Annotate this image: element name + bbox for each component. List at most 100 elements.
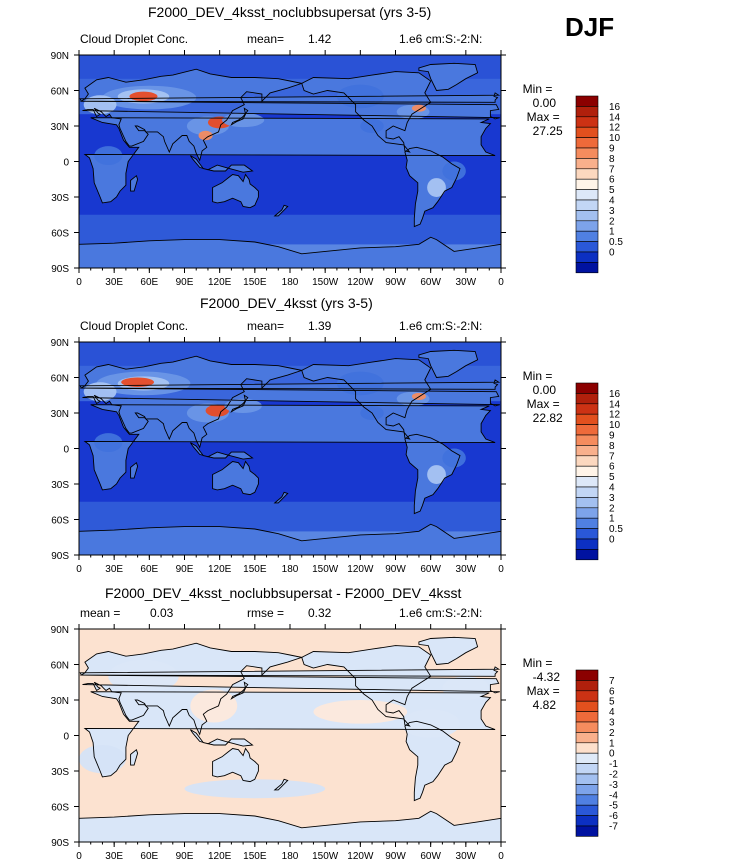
- colorbar-box: [575, 721, 599, 733]
- x-tick-label: 30W: [456, 564, 477, 575]
- colorbar-label: 3: [609, 206, 615, 217]
- panel2-min-value: 0.00: [532, 383, 557, 397]
- colorbar-label: 10: [609, 420, 621, 431]
- colorbar-box: [575, 752, 599, 764]
- panel3-mean-label: mean =: [80, 606, 121, 620]
- panel1-mean-value: 1.42: [308, 32, 332, 46]
- x-tick-label: 120E: [208, 277, 232, 288]
- y-tick-label: 30N: [51, 409, 69, 420]
- land-fill-australia: [212, 174, 259, 208]
- colorbar-label: 3: [609, 493, 615, 504]
- y-tick-label: 60S: [51, 803, 69, 814]
- colorbar-label: 2: [609, 216, 615, 227]
- x-tick-label: 120W: [347, 277, 374, 288]
- coastline-australia: [212, 173, 259, 209]
- colorbar-box: [575, 147, 599, 159]
- y-tick-label: 90N: [51, 338, 69, 349]
- coastline-uk: [79, 379, 501, 390]
- colorbar-label: 5: [609, 185, 615, 196]
- colorbar-box: [575, 700, 599, 712]
- colorbar-box: [575, 680, 599, 692]
- y-tick-label: 90S: [51, 264, 69, 275]
- colorbar-label: 2: [609, 503, 615, 514]
- panel1-minmax: Min = 0.00 Max = 27.25: [516, 68, 563, 138]
- x-tick-label: 90E: [176, 851, 194, 862]
- land-fill-australia: [212, 748, 259, 782]
- panel1-units-label: 1.e6 cm:S:-2:N:: [399, 32, 483, 46]
- coastline-japan: [230, 107, 249, 126]
- colorbar-label: 8: [609, 154, 615, 165]
- field-blob: [79, 744, 126, 774]
- colorbar-label: 16: [609, 389, 621, 400]
- colorbar-box: [575, 168, 599, 180]
- land-fill-antarctica: [79, 237, 501, 268]
- map-field-2: [79, 342, 501, 555]
- colorbar-label: 1: [609, 227, 615, 238]
- colorbar-box: [575, 199, 599, 211]
- panel1-min-value: 0.00: [532, 96, 557, 110]
- colorbar-label: -3: [609, 780, 618, 791]
- colorbar-box: [575, 455, 599, 467]
- coastline-indonesia: [190, 729, 254, 747]
- x-tick-label: 30E: [105, 851, 123, 862]
- colorbar-label: 14: [609, 399, 621, 410]
- colorbar-label: 5: [609, 697, 615, 708]
- panel3-minmax: Min = -4.32 Max = 4.82: [516, 642, 560, 712]
- colorbar-box: [575, 220, 599, 232]
- coastline-greenland: [418, 349, 479, 378]
- field-blob: [442, 448, 466, 468]
- colorbar-label: 4: [609, 196, 615, 207]
- y-tick-label: 30S: [51, 193, 69, 204]
- coastline-northAmerica: [301, 645, 432, 727]
- coastline-eurasia: [79, 355, 500, 449]
- panel3-units-label: 1.e6 cm:S:-2:N:: [399, 606, 483, 620]
- colorbar-box: [575, 434, 599, 446]
- coastline-newzealand: [273, 491, 289, 504]
- panel2-max-value: 22.82: [532, 411, 563, 425]
- field-blob: [184, 779, 326, 799]
- field-blob: [205, 404, 230, 417]
- colorbar-label: 4: [609, 483, 615, 494]
- coastline-madagascar: [130, 174, 139, 192]
- colorbar-box: [575, 116, 599, 128]
- y-tick-label: 60S: [51, 229, 69, 240]
- y-tick-label: 30S: [51, 480, 69, 491]
- colorbar-box: [575, 711, 599, 723]
- field-blob: [94, 433, 123, 453]
- colorbar-box: [575, 669, 599, 681]
- coastline-japan: [230, 394, 249, 413]
- colorbar-box: [575, 189, 599, 201]
- colorbar-label: -4: [609, 790, 618, 801]
- coastline-antarctica: [79, 810, 501, 842]
- coastline-uk: [79, 92, 501, 103]
- coastline-madagascar: [130, 461, 139, 479]
- colorbar-label: -7: [609, 822, 618, 833]
- y-tick-label: 30N: [51, 122, 69, 133]
- colorbar-box: [575, 690, 599, 702]
- colorbar-box: [575, 773, 599, 785]
- colorbar-box: [575, 528, 599, 540]
- x-tick-label: 30W: [456, 851, 477, 862]
- x-tick-label: 60W: [420, 277, 441, 288]
- x-tick-label: 180: [282, 564, 299, 575]
- field-blob: [94, 146, 123, 166]
- coastline-madagascar: [130, 748, 139, 766]
- y-tick-label: 90S: [51, 551, 69, 562]
- coastline-antarctica: [79, 236, 501, 268]
- field-blob: [401, 709, 460, 738]
- coastline-indonesia: [190, 155, 254, 173]
- panel3-min-value: -4.32: [532, 670, 561, 684]
- colorbar-label: 14: [609, 112, 621, 123]
- land-fill-antarctica: [79, 524, 501, 555]
- colorbar-box: [575, 815, 599, 827]
- colorbar-box: [575, 413, 599, 425]
- colorbar-box: [575, 784, 599, 796]
- field-blob: [129, 91, 158, 102]
- colorbar-label: 3: [609, 718, 615, 729]
- colorbar-box: [575, 476, 599, 488]
- colorbar-label: 4: [609, 707, 615, 718]
- coastline-uk: [79, 666, 501, 677]
- colorbar-box: [575, 230, 599, 242]
- colorbar-label: 9: [609, 144, 615, 155]
